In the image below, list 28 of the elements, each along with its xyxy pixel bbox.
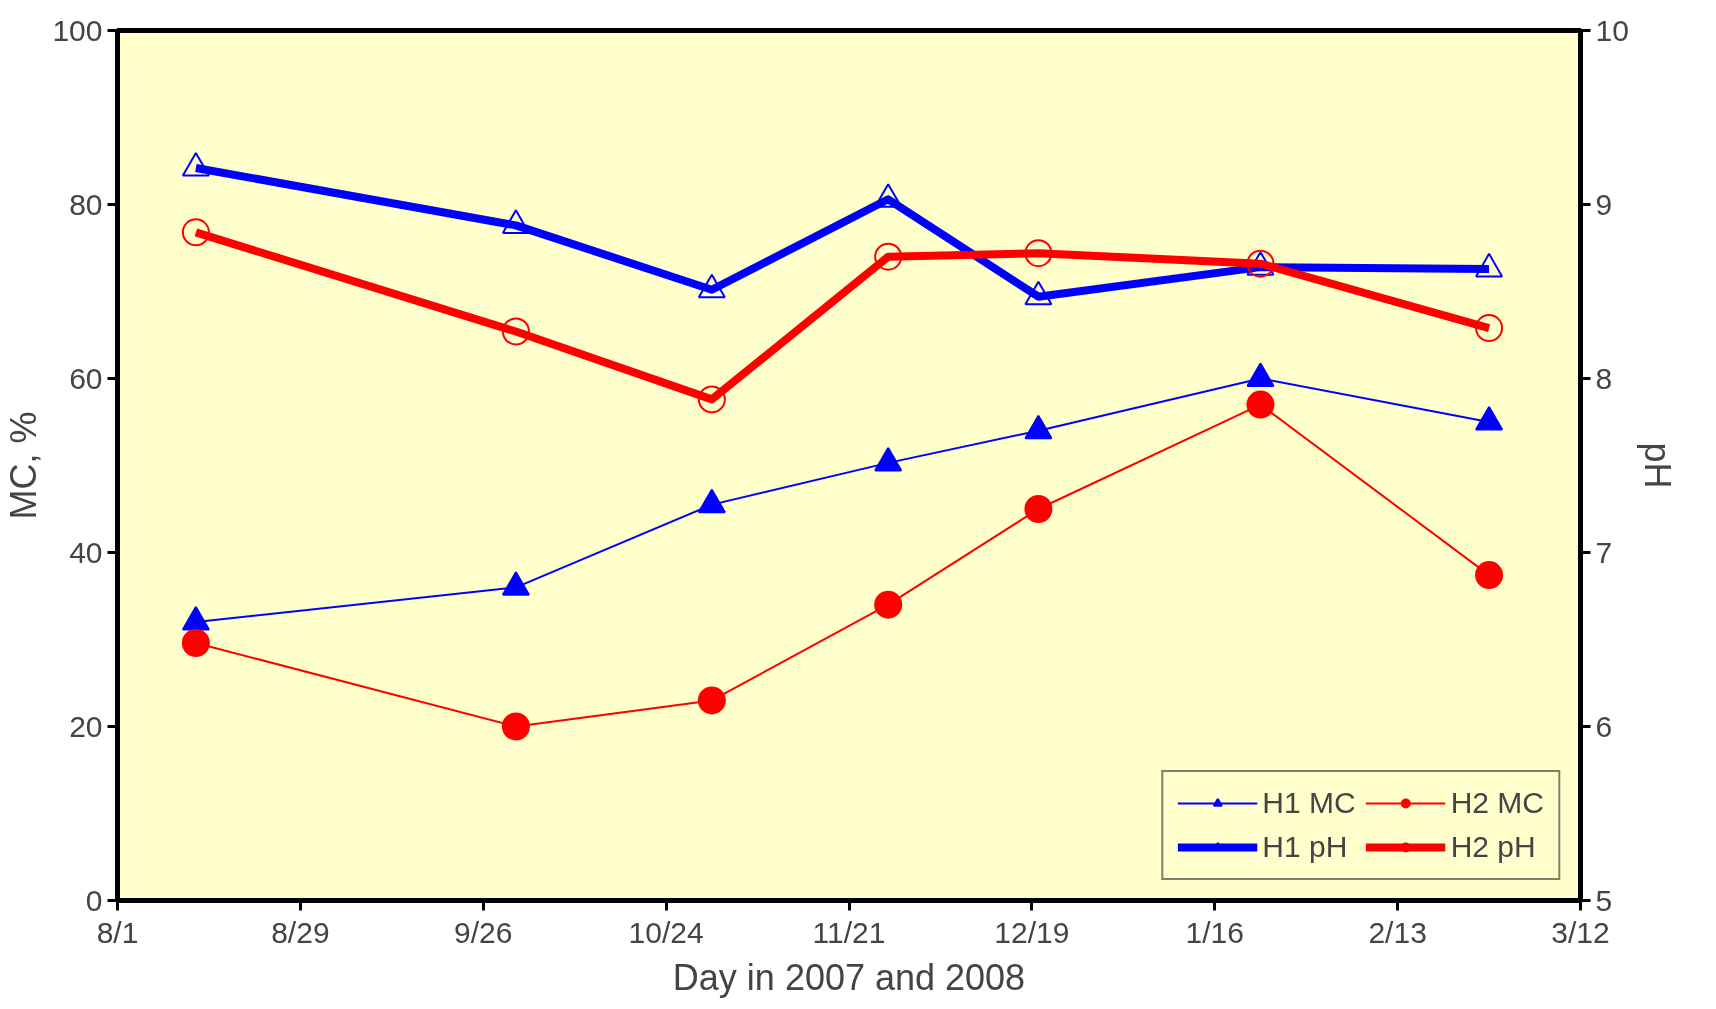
- x-tick-label: 8/1: [96, 915, 139, 949]
- legend-label: H2 pH: [1450, 830, 1536, 864]
- y2-tick-label: 5: [1595, 883, 1613, 917]
- x-tick-label: 11/21: [812, 915, 886, 949]
- y-tick-label: 40: [69, 535, 103, 569]
- y2-axis-title: pH: [1636, 442, 1678, 489]
- y2-tick-label: 8: [1595, 361, 1613, 395]
- x-axis-title: Day in 2007 and 2008: [672, 956, 1026, 998]
- legend-label: H1 MC: [1262, 786, 1356, 820]
- x-tick-label: 2/13: [1368, 915, 1427, 949]
- y-tick-label: 0: [85, 883, 103, 917]
- legend-label: H2 MC: [1450, 786, 1544, 820]
- x-tick-label: 1/16: [1185, 915, 1244, 949]
- y-tick-label: 100: [52, 13, 103, 47]
- y2-tick-label: 7: [1595, 535, 1613, 569]
- legend-label: H1 pH: [1262, 830, 1348, 864]
- x-tick-label: 9/26: [454, 915, 513, 949]
- y2-tick-label: 9: [1595, 187, 1613, 221]
- y-tick-label: 60: [69, 361, 103, 395]
- y-axis-title: MC, %: [3, 411, 45, 520]
- x-tick-label: 12/19: [994, 915, 1070, 949]
- y-tick-label: 20: [69, 709, 103, 743]
- x-tick-label: 10/24: [628, 915, 704, 949]
- y-tick-label: 80: [69, 187, 103, 221]
- x-tick-label: 8/29: [271, 915, 330, 949]
- y2-tick-label: 6: [1595, 709, 1613, 743]
- y2-tick-label: 10: [1595, 13, 1629, 47]
- x-tick-label: 3/12: [1551, 915, 1610, 949]
